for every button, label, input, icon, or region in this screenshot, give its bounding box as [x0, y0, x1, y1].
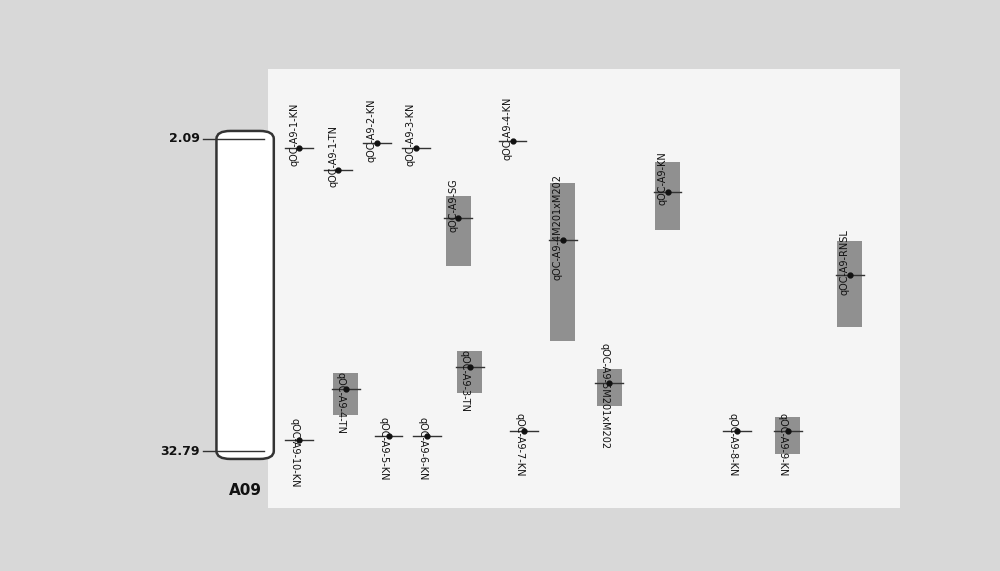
Text: qOC-A9-4-KN: qOC-A9-4-KN — [503, 96, 512, 159]
Bar — [550, 183, 575, 341]
Text: 32.79: 32.79 — [160, 445, 199, 457]
Text: qOC-A9-KN: qOC-A9-KN — [658, 151, 668, 206]
FancyBboxPatch shape — [216, 131, 274, 459]
Text: qOC-A9-2-KN: qOC-A9-2-KN — [367, 98, 377, 162]
Text: qOC-A9-6-KN: qOC-A9-6-KN — [417, 417, 427, 481]
Text: A09: A09 — [229, 483, 262, 498]
Bar — [775, 417, 800, 455]
Text: qOC-A9-RNSL: qOC-A9-RNSL — [840, 229, 850, 295]
Bar — [457, 351, 482, 393]
Bar — [446, 196, 471, 266]
Text: qOC-A9-3-TN: qOC-A9-3-TN — [460, 349, 470, 412]
Bar — [597, 369, 622, 406]
Bar — [268, 69, 900, 508]
Bar — [333, 373, 358, 415]
Text: qOC-A9-5-KN: qOC-A9-5-KN — [378, 417, 388, 481]
Text: 2.09: 2.09 — [169, 132, 199, 146]
Text: qOC-A9-5M201xM202: qOC-A9-5M201xM202 — [599, 343, 609, 449]
Text: qOC-A9-1-KN: qOC-A9-1-KN — [289, 103, 299, 166]
Text: qOC-A9-8-KN: qOC-A9-8-KN — [727, 413, 737, 476]
Text: qOC-A9-SG: qOC-A9-SG — [448, 178, 458, 232]
Text: qOC-A9-4-TN: qOC-A9-4-TN — [336, 372, 346, 433]
Bar — [837, 241, 862, 327]
Bar — [655, 162, 680, 230]
Text: qOC-A9-1-TN: qOC-A9-1-TN — [328, 126, 338, 187]
Text: qOC-A9-3-KN: qOC-A9-3-KN — [406, 103, 416, 166]
Text: qOC-A9-4M201xM202: qOC-A9-4M201xM202 — [553, 174, 563, 280]
Text: qOC-A9-7-KN: qOC-A9-7-KN — [514, 413, 524, 476]
Text: qOC-A9-10-KN: qOC-A9-10-KN — [289, 419, 299, 488]
Text: qOC-A9-9-KN: qOC-A9-9-KN — [778, 413, 788, 476]
